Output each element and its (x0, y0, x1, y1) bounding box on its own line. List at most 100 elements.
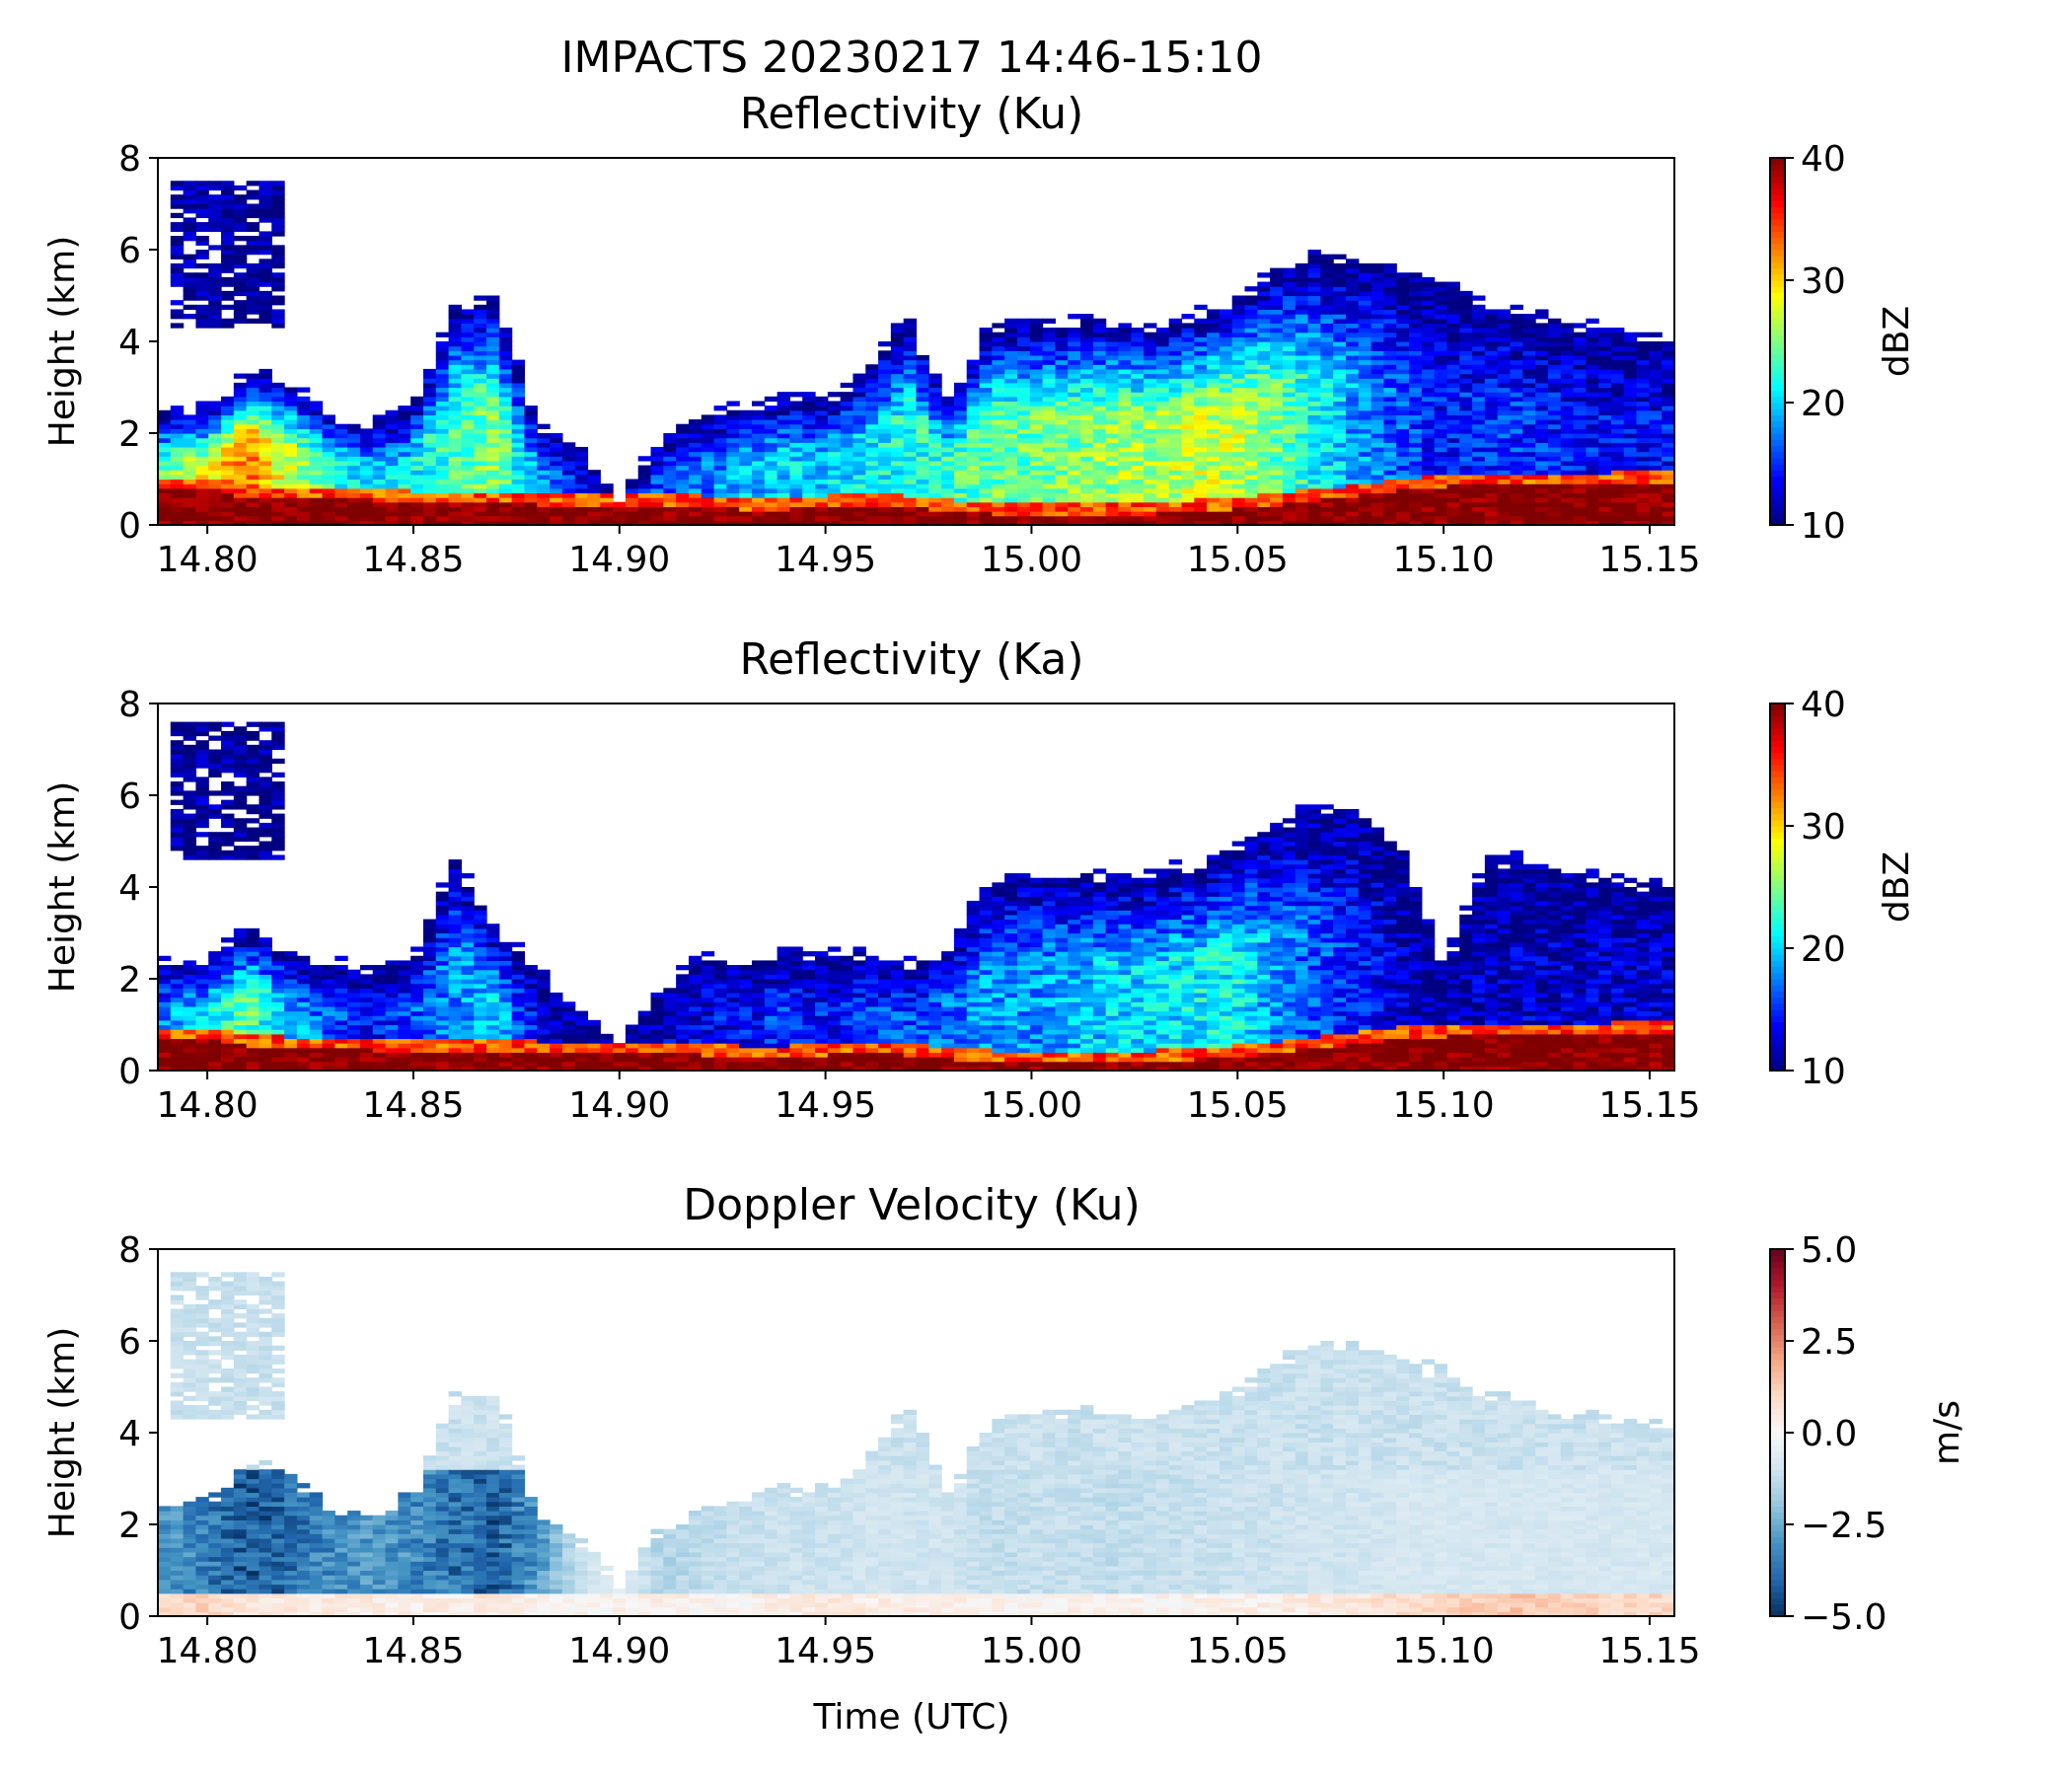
heatmap-cell (1370, 341, 1385, 347)
heatmap-cell (1131, 511, 1145, 517)
heatmap-cell (359, 433, 374, 439)
heatmap-cell (1409, 336, 1423, 342)
heatmap-cell (1144, 497, 1157, 503)
heatmap-cell (751, 442, 766, 448)
heatmap-cell (1446, 492, 1460, 498)
heatmap-cell (1295, 406, 1309, 411)
heatmap-cell (208, 515, 222, 521)
heatmap-cell (461, 409, 475, 415)
heatmap-cell (1144, 423, 1157, 429)
heatmap-cell (246, 433, 260, 439)
heatmap-cell (852, 501, 866, 507)
heatmap-cell (1144, 470, 1157, 476)
colorbar-step (1770, 188, 1785, 195)
heatmap-cell (246, 465, 260, 471)
heatmap-cell (1219, 419, 1233, 425)
heatmap-cell (1333, 465, 1347, 471)
heatmap-cell (1257, 354, 1271, 361)
heatmap-cell (966, 465, 981, 471)
heatmap-cell (561, 470, 576, 476)
heatmap-cell (359, 446, 374, 453)
heatmap-cell (474, 419, 487, 425)
heatmap-cell (688, 492, 703, 498)
heatmap-cell (928, 387, 942, 393)
heatmap-cell (1573, 433, 1587, 439)
heatmap-cell (158, 969, 172, 975)
heatmap-cell (1144, 396, 1157, 403)
heatmap-cell (170, 1019, 185, 1026)
heatmap-cell (195, 309, 209, 315)
heatmap-cell (183, 1061, 197, 1067)
heatmap-cell (221, 281, 235, 287)
heatmap-cell (1282, 328, 1296, 333)
heatmap-cell (1118, 428, 1132, 434)
heatmap-cell (1623, 470, 1638, 476)
heatmap-cell (916, 433, 929, 439)
heatmap-cell (739, 428, 753, 434)
heatmap-cell (992, 442, 1005, 448)
heatmap-cell (1282, 341, 1296, 347)
heatmap-cell (1068, 456, 1081, 462)
heatmap-cell (650, 483, 664, 489)
heatmap-cell (511, 401, 526, 407)
heatmap-cell (271, 254, 285, 259)
heatmap-cell (334, 520, 348, 526)
heatmap-cell (1118, 487, 1132, 494)
heatmap-cell (1535, 309, 1549, 315)
heatmap-cell (208, 194, 222, 200)
heatmap-cell (183, 790, 197, 796)
colorbar-step (1770, 304, 1785, 312)
heatmap-cell (1472, 501, 1486, 507)
heatmap-cell (1497, 359, 1512, 365)
heatmap-cell (890, 474, 905, 481)
heatmap-cell (208, 487, 222, 494)
heatmap-cell (1434, 318, 1448, 324)
heatmap-cell (1105, 401, 1120, 407)
heatmap-cell (537, 442, 551, 448)
heatmap-cell (1662, 451, 1675, 457)
heatmap-cell (815, 487, 829, 494)
heatmap-cell (713, 419, 727, 425)
heatmap-cell (663, 433, 677, 439)
heatmap-cell (1307, 433, 1321, 439)
heatmap-cell (221, 437, 235, 443)
heatmap-cell (1282, 520, 1296, 526)
heatmap-cell (1068, 336, 1081, 342)
heatmap-cell (1270, 378, 1284, 384)
heatmap-cell (1484, 359, 1499, 365)
heatmap-cell (158, 483, 172, 489)
heatmap-cell (246, 272, 260, 278)
heatmap-cell (1080, 332, 1094, 337)
heatmap-cell (1497, 479, 1512, 484)
heatmap-cell (1029, 492, 1044, 498)
heatmap-cell (1586, 506, 1599, 512)
heatmap-cell (1497, 460, 1512, 467)
heatmap-cell (1092, 506, 1107, 512)
heatmap-cell (296, 437, 311, 443)
heatmap-cell (1320, 382, 1334, 389)
heatmap-cell (1231, 470, 1246, 476)
heatmap-cell (890, 479, 905, 484)
heatmap-cell (195, 822, 209, 829)
heatmap-cell (1560, 479, 1575, 484)
heatmap-cell (1459, 332, 1473, 337)
heatmap-cell (1016, 359, 1031, 365)
heatmap-cell (1623, 332, 1638, 337)
heatmap-cell (1472, 479, 1486, 484)
heatmap-cell (1421, 304, 1436, 311)
heatmap-cell (827, 470, 842, 476)
heatmap-cell (1118, 506, 1132, 512)
heatmap-cell (233, 428, 248, 434)
heatmap-cell (1307, 409, 1321, 415)
heatmap-cell (1510, 396, 1523, 403)
heatmap-cell (701, 487, 715, 494)
heatmap-cell (422, 465, 437, 471)
heatmap-cell (1522, 511, 1536, 517)
heatmap-cell (448, 446, 462, 453)
heatmap-cell (1144, 506, 1157, 512)
heatmap-cell (1636, 406, 1650, 411)
heatmap-cell (1370, 300, 1385, 306)
heatmap-cell (1029, 392, 1044, 398)
heatmap-cell (1586, 382, 1599, 389)
heatmap-cell (903, 368, 918, 375)
